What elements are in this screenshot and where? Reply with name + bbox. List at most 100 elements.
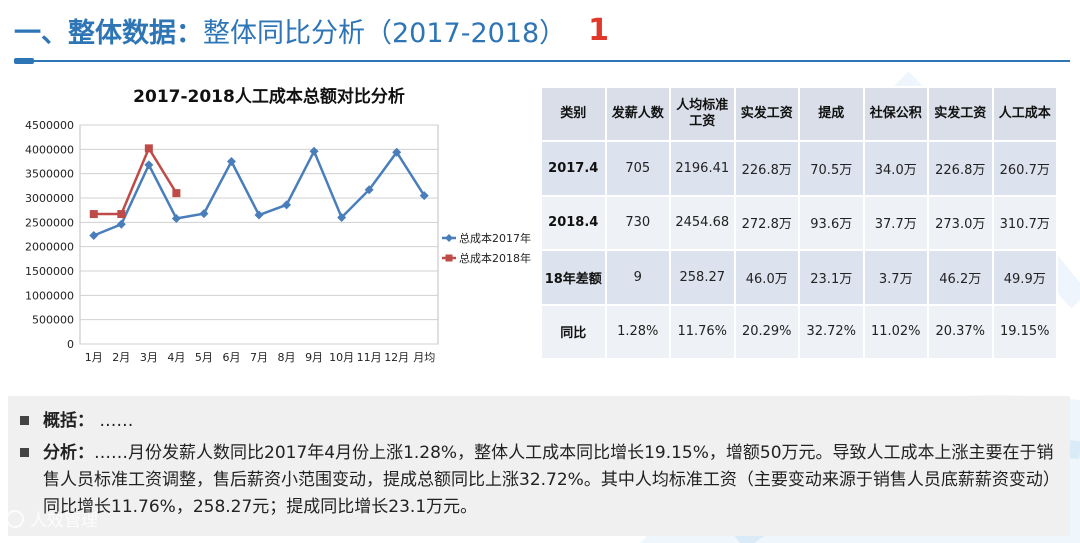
data-point (116, 219, 126, 229)
analysis-label: 分析： (43, 443, 94, 463)
table-header-cell: 实发工资 (927, 86, 994, 142)
table-header-cell: 提成 (798, 86, 865, 142)
x-tick-label: 11月 (357, 351, 382, 364)
y-tick-label: 1000000 (25, 289, 74, 302)
table-header-cell: 类别 (540, 86, 607, 142)
page-header: 一、整体数据： 整体同比分析（2017-2018） 1 (14, 8, 609, 52)
y-tick-label: 500000 (32, 314, 74, 327)
table-cell: 2454.68 (669, 194, 736, 251)
table-cell: 9 (604, 249, 671, 306)
table-row-header: 18年差额 (540, 249, 607, 306)
table-cell: 260.7万 (991, 140, 1058, 197)
y-tick-label: 4500000 (25, 119, 74, 132)
y-tick-label: 1500000 (25, 265, 74, 278)
x-tick-label: 1月 (85, 351, 103, 364)
overview-label: 概括： (43, 411, 94, 431)
header-divider (14, 60, 1070, 62)
table-cell: 46.2万 (927, 249, 994, 306)
data-point (172, 189, 181, 198)
y-tick-label: 2000000 (25, 241, 74, 254)
table-cell: 730 (604, 194, 671, 251)
table-cell: 20.29% (733, 303, 800, 360)
table-cell: 3.7万 (862, 249, 929, 306)
plot-area-frame (79, 124, 439, 345)
bullet-square-icon (20, 416, 29, 425)
page-title-section: 一、整体数据： (14, 17, 203, 49)
table-cell: 11.02% (862, 303, 929, 360)
table-cell: 1.28% (604, 303, 671, 360)
x-tick-label: 9月 (305, 351, 323, 364)
table-cell: 37.7万 (862, 194, 929, 251)
x-tick-label: 10月 (329, 351, 354, 364)
table-header-cell: 实发工资 (733, 86, 800, 142)
x-tick-label: 12月 (384, 351, 409, 364)
table-row: 2018.4 730 2454.68 272.8万 93.6万 37.7万 273.0万 31… (540, 194, 1058, 251)
table-cell: 46.0万 (733, 249, 800, 306)
table-cell: 258.27 (669, 249, 736, 306)
y-tick-label: 3000000 (25, 192, 74, 205)
table-cell: 273.0万 (927, 194, 994, 251)
table-cell: 226.8万 (927, 140, 994, 197)
table-cell: 19.15% (991, 303, 1058, 360)
legend-label: 总成本2018年 (459, 251, 531, 265)
table-row: 2017.4 705 2196.41 226.8万 70.5万 34.0万 226.8万 26… (540, 140, 1058, 197)
table-cell: 2196.41 (669, 140, 736, 197)
x-tick-label: 5月 (195, 351, 213, 364)
table-body: 2017.4 705 2196.41 226.8万 70.5万 34.0万 226.8万 26… (540, 140, 1058, 360)
legend-marker (445, 254, 453, 262)
comparison-table: 类别 发薪人数 人均标准 工资 实发工资 提成 社保公积 实发工资 人工成本 2017.4 70… (540, 86, 1058, 360)
table-cell: 70.5万 (798, 140, 865, 197)
x-tick-label: 3月 (140, 351, 158, 364)
x-tick-label: 7月 (250, 351, 268, 364)
table-row-header: 2018.4 (540, 194, 607, 251)
table-cell: 32.72% (798, 303, 865, 360)
table-cell: 20.37% (927, 303, 994, 360)
y-tick-label: 0 (67, 338, 74, 351)
y-tick-label: 2500000 (25, 216, 74, 229)
x-tick-label: 8月 (278, 351, 296, 364)
page-number-badge: 1 (588, 12, 610, 48)
table-cell: 49.9万 (991, 249, 1058, 306)
analysis-text: ……月份发薪人数同比2017年4月份上涨1.28%，整体人工成本同比增长19.1… (43, 443, 1060, 517)
page-title-subject: 整体同比分析（2017-2018） (203, 17, 567, 49)
table-cell: 34.0万 (862, 140, 929, 197)
data-point (419, 191, 429, 201)
table-row: 18年差额 9 258.27 46.0万 23.1万 3.7万 46.2万 49.9万 (540, 249, 1058, 306)
legend-marker (445, 234, 453, 242)
table-header-cell: 社保公积 (862, 86, 929, 142)
summary-item-overview: 概括： …… (20, 408, 133, 435)
table-cell: 272.8万 (733, 194, 800, 251)
y-tick-label: 4000000 (25, 143, 74, 156)
line-chart: 2017-2018人工成本总额对比分析 0 500000 1000000 1500000… (10, 76, 540, 376)
data-point (364, 185, 374, 195)
table-cell: 705 (604, 140, 671, 197)
header-divider-accent (14, 58, 34, 64)
table-header-cell: 人均标准 工资 (669, 86, 736, 142)
data-point (89, 230, 99, 240)
table-row: 同比 1.28% 11.76% 20.29% 32.72% 11.02% 20.37% 19.… (540, 303, 1058, 360)
data-point (89, 210, 98, 219)
bullet-square-icon (20, 448, 29, 457)
watermark: 人效管理 (6, 506, 98, 531)
data-point (144, 144, 153, 153)
table-cell: 310.7万 (991, 194, 1058, 251)
x-tick-label: 月均 (413, 351, 435, 364)
data-point (392, 147, 402, 157)
table-cell: 23.1万 (798, 249, 865, 306)
table-cell: 93.6万 (798, 194, 865, 251)
data-point (282, 200, 292, 210)
summary-item-analysis: 分析：……月份发薪人数同比2017年4月份上涨1.28%，整体人工成本同比增长1… (20, 440, 1060, 521)
chart-svg: 2017-2018人工成本总额对比分析 0 500000 1000000 1500000… (25, 86, 531, 364)
data-point (337, 212, 347, 222)
summary-panel: 概括： …… 分析：……月份发薪人数同比2017年4月份上涨1.28%，整体人工… (8, 396, 1070, 536)
series-line-2 (93, 145, 178, 216)
legend-label: 总成本2017年 (459, 231, 531, 245)
table-header-cell: 人工成本 (991, 86, 1058, 142)
data-point (117, 210, 126, 219)
table-row-header: 2017.4 (540, 140, 607, 197)
x-tick-label: 2月 (112, 351, 130, 364)
data-point (171, 213, 181, 223)
table-header-cell: 发薪人数 (604, 86, 671, 142)
table-header-row: 类别 发薪人数 人均标准 工资 实发工资 提成 社保公积 实发工资 人工成本 (540, 86, 1058, 142)
x-tick-label: 6月 (222, 351, 240, 364)
